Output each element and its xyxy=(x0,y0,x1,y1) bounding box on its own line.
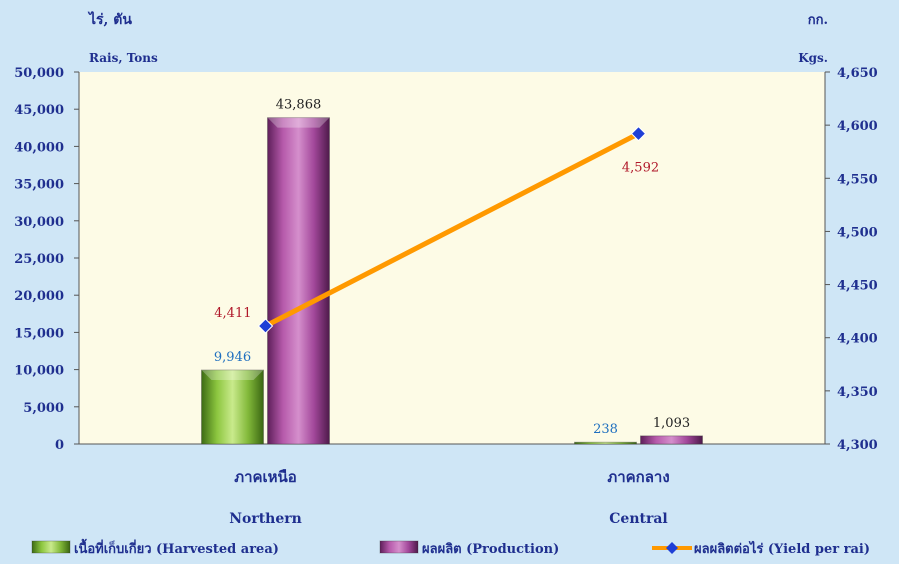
left-axis-tick-label: 20,000 xyxy=(14,289,64,304)
legend-swatch-marker xyxy=(666,542,678,554)
right-axis-tick-label: 4,650 xyxy=(837,66,878,81)
legend-label: ผลผลิตต่อไร่ (Yield per rai) xyxy=(694,540,870,557)
left-axis-tick-label: 30,000 xyxy=(14,215,64,230)
yield-marker xyxy=(257,318,274,334)
bar xyxy=(201,369,264,445)
right-axis-tick-label: 4,600 xyxy=(837,119,878,134)
right-axis-tick-label: 4,400 xyxy=(837,332,878,347)
left-axis-unit-english: Rais, Tons xyxy=(89,51,158,65)
right-axis-tick-label: 4,350 xyxy=(837,385,878,400)
left-axis-tick-label: 5,000 xyxy=(23,401,64,416)
left-axis-tick-label: 15,000 xyxy=(14,326,64,341)
bar-data-label: 43,868 xyxy=(276,98,322,113)
bar xyxy=(267,117,330,445)
right-axis-tick-label: 4,500 xyxy=(837,225,878,240)
bar-data-label: 9,946 xyxy=(214,350,251,365)
legend-label: ผลผลิต (Production) xyxy=(422,542,559,557)
right-axis-unit-thai: กก. xyxy=(808,13,828,28)
plot-area xyxy=(79,72,825,444)
left-axis-tick-label: 25,000 xyxy=(14,252,64,267)
legend-label: เนื้อที่เก็บเกี่ยว (Harvested area) xyxy=(74,538,279,557)
bar-data-label: 238 xyxy=(593,422,618,437)
left-axis-tick-label: 50,000 xyxy=(14,66,64,81)
right-axis-tick-label: 4,550 xyxy=(837,172,878,187)
category-label-english: Northern xyxy=(229,511,302,527)
left-axis-tick-label: 45,000 xyxy=(14,103,64,118)
left-axis-tick-label: 10,000 xyxy=(14,364,64,379)
category-label-thai: ภาคเหนือ xyxy=(234,468,297,486)
left-axis-tick-label: 0 xyxy=(55,438,64,453)
bar-bevel xyxy=(201,370,264,381)
yield-data-label: 4,592 xyxy=(622,161,659,176)
right-axis-tick-label: 4,300 xyxy=(837,438,878,453)
yield-marker xyxy=(630,125,647,142)
category-label-thai: ภาคกลาง xyxy=(607,468,669,486)
yield-line xyxy=(263,131,641,329)
bar xyxy=(640,435,703,445)
legend-item: ผลผลิตต่อไร่ (Yield per rai) xyxy=(652,540,870,557)
bar-bevel xyxy=(267,117,330,128)
right-axis-tick-label: 4,450 xyxy=(837,279,878,294)
legend-swatch xyxy=(379,540,419,554)
yield-data-label: 4,411 xyxy=(214,306,251,321)
bar xyxy=(574,441,637,445)
legend-swatch xyxy=(31,540,71,554)
left-axis-tick-label: 40,000 xyxy=(14,140,64,155)
left-axis-unit-thai: ไร่, ตัน xyxy=(87,10,132,28)
legend-item: ผลผลิต (Production) xyxy=(379,540,559,557)
left-axis-tick-label: 35,000 xyxy=(14,178,64,193)
legend-item: เนื้อที่เก็บเกี่ยว (Harvested area) xyxy=(31,538,279,557)
category-label-english: Central xyxy=(609,511,667,527)
bar-data-label: 1,093 xyxy=(653,416,690,431)
right-axis-unit-english: Kgs. xyxy=(798,51,828,65)
